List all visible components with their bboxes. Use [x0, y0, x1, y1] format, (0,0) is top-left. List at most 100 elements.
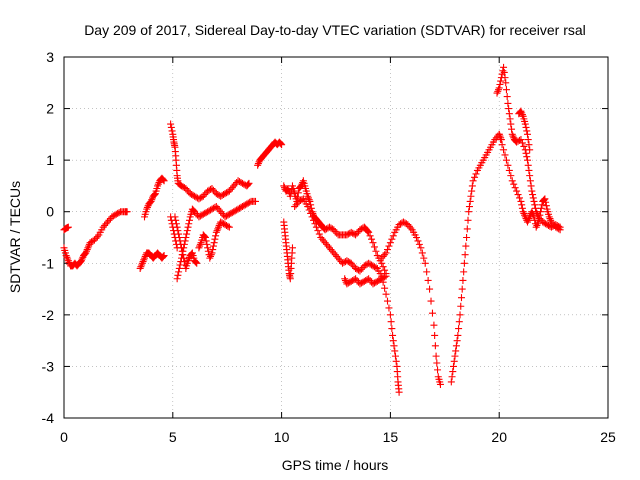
data-point — [159, 176, 167, 184]
data-point — [531, 201, 539, 209]
data-point — [508, 177, 516, 185]
data-point — [323, 240, 331, 248]
data-point — [237, 178, 245, 186]
data-point — [331, 251, 339, 259]
data-point — [386, 239, 394, 247]
data-point — [207, 206, 215, 214]
data-point — [502, 79, 510, 87]
data-markers — [60, 63, 564, 396]
data-point — [356, 280, 364, 288]
data-point — [330, 226, 338, 234]
data-point — [543, 221, 551, 229]
data-point — [213, 227, 221, 235]
data-point — [202, 209, 210, 217]
data-point — [193, 259, 201, 267]
data-point — [535, 215, 543, 223]
data-point — [531, 216, 539, 224]
data-point — [201, 191, 209, 199]
data-point — [288, 244, 296, 252]
data-point — [369, 239, 377, 247]
data-point — [453, 337, 461, 345]
data-point — [238, 179, 246, 187]
data-point — [430, 321, 438, 329]
data-point — [198, 211, 206, 219]
data-point — [224, 211, 232, 219]
data-point — [472, 170, 480, 178]
data-point — [63, 253, 71, 261]
data-point — [509, 132, 517, 140]
data-point — [360, 262, 368, 270]
data-point — [469, 177, 477, 185]
data-point — [64, 257, 72, 265]
data-point — [466, 197, 474, 205]
data-point — [407, 224, 415, 232]
data-point — [217, 208, 225, 216]
data-point — [171, 234, 179, 241]
data-point — [495, 130, 503, 138]
data-point — [204, 208, 212, 216]
data-point — [90, 236, 98, 244]
data-point — [179, 183, 187, 191]
data-point — [167, 216, 175, 224]
y-tick-label: -3 — [42, 358, 55, 374]
data-point — [511, 184, 519, 192]
data-point — [428, 309, 436, 317]
chart-title: Day 209 of 2017, Sidereal Day-to-day VTE… — [84, 22, 586, 38]
data-point — [395, 221, 403, 229]
data-point — [195, 195, 203, 203]
data-point — [287, 189, 295, 197]
data-point — [359, 278, 367, 286]
x-tick-label: 20 — [491, 429, 507, 445]
data-point — [508, 125, 516, 133]
series-s18 — [495, 130, 564, 234]
data-point — [217, 218, 225, 226]
data-point — [154, 182, 162, 190]
data-point — [530, 197, 538, 205]
data-point — [221, 213, 229, 221]
data-point — [372, 278, 380, 286]
data-point — [494, 86, 502, 94]
data-point — [184, 223, 192, 231]
data-point — [417, 244, 425, 252]
data-point — [524, 136, 532, 144]
data-point — [292, 201, 300, 209]
data-point — [350, 276, 358, 284]
data-point — [523, 130, 531, 138]
data-point — [218, 209, 226, 217]
x-tick-label: 15 — [383, 429, 399, 445]
data-point — [241, 201, 249, 209]
data-point — [516, 194, 524, 202]
data-point — [352, 275, 360, 283]
data-point — [92, 234, 100, 242]
data-point — [357, 265, 365, 273]
data-point — [291, 203, 299, 211]
data-point — [518, 109, 526, 117]
data-point — [154, 180, 162, 188]
data-point — [172, 240, 180, 248]
data-point — [363, 276, 371, 284]
data-point — [328, 247, 336, 255]
data-point — [524, 161, 532, 169]
data-point — [196, 240, 204, 248]
data-point — [529, 211, 537, 219]
data-point — [276, 139, 284, 147]
data-point — [521, 120, 529, 128]
data-point — [505, 105, 513, 113]
data-point — [160, 177, 168, 185]
data-point — [186, 190, 194, 198]
data-point — [379, 274, 387, 282]
data-point — [357, 279, 365, 287]
data-point — [390, 342, 398, 350]
data-point — [467, 192, 475, 200]
series-s3 — [136, 249, 168, 272]
data-point — [401, 219, 409, 227]
data-point — [183, 230, 191, 238]
data-point — [379, 263, 387, 271]
data-point — [208, 205, 216, 213]
data-point — [528, 187, 536, 195]
data-point — [461, 251, 469, 259]
data-point — [231, 180, 239, 188]
data-point — [234, 205, 242, 213]
data-point — [78, 255, 86, 263]
data-point — [321, 239, 329, 247]
